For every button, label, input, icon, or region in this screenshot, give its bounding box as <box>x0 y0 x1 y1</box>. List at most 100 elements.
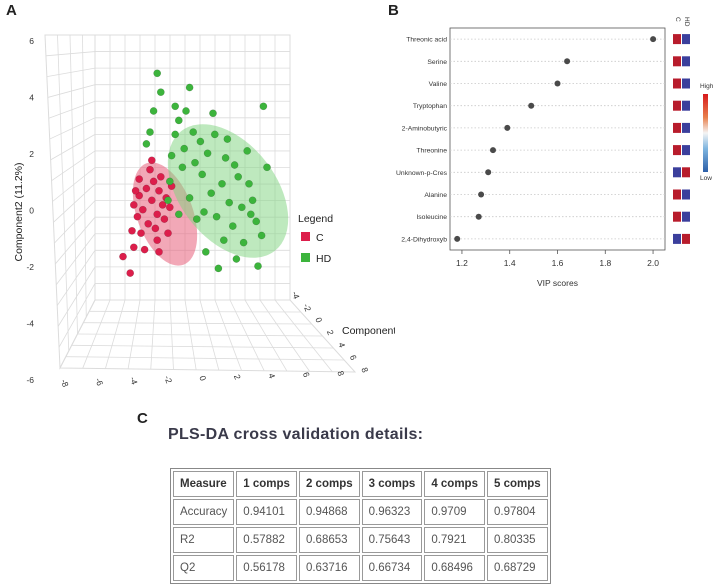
data-point-c <box>156 172 165 181</box>
heat-cell <box>682 189 690 200</box>
cv-cell: 0.80335 <box>486 527 548 553</box>
heat-cell <box>682 167 690 178</box>
data-point-c <box>129 243 138 252</box>
feature-label: Alanine <box>424 192 447 199</box>
data-point-hd <box>153 69 162 78</box>
x-tick-label: 1.2 <box>456 258 468 268</box>
x-tick-label: 2.0 <box>647 258 659 268</box>
data-point-hd <box>219 236 228 245</box>
heat-cell <box>673 34 681 45</box>
x-axis-label: VIP scores <box>537 278 578 288</box>
cv-table-title: PLS-DA cross validation details: <box>168 426 424 443</box>
feature-label: Valine <box>429 81 448 88</box>
data-point-hd <box>182 107 190 115</box>
table-row: Q2 0.56178 0.63716 0.66734 0.68496 0.687… <box>173 555 548 581</box>
data-point-c <box>140 245 149 254</box>
data-point-hd <box>185 83 194 92</box>
grid-line <box>57 34 70 352</box>
cv-cell: 0.66734 <box>361 555 423 581</box>
vip-point <box>564 58 571 65</box>
data-point-hd <box>200 208 208 216</box>
data-point-hd <box>209 109 217 118</box>
data-point-c <box>153 210 162 219</box>
data-point-hd <box>246 210 255 219</box>
data-point-c <box>160 215 169 223</box>
data-point-c <box>147 196 156 205</box>
heat-cell <box>673 189 681 200</box>
depth-tick-label: -4 <box>290 290 302 301</box>
data-point-hd <box>239 238 248 247</box>
cv-cell: 0.57882 <box>236 527 297 553</box>
data-point-hd <box>192 215 201 223</box>
data-point-hd <box>207 189 216 198</box>
x-tick-label: 1.6 <box>552 258 564 268</box>
vip-point <box>490 147 496 154</box>
feature-label: Threonine <box>416 148 447 155</box>
data-point-hd <box>180 144 189 153</box>
data-point-c <box>164 229 172 238</box>
data-point-hd <box>165 177 174 186</box>
data-point-hd <box>230 161 239 169</box>
x-tick-label: 4 <box>266 372 277 380</box>
legend-swatch <box>301 232 310 241</box>
data-point-hd <box>174 210 183 219</box>
data-point-hd <box>212 212 221 221</box>
data-point-hd <box>221 154 230 162</box>
cv-cell: 0.94868 <box>298 499 360 525</box>
data-point-c <box>151 224 160 233</box>
data-point-hd <box>171 102 180 111</box>
cv-cell: Accuracy <box>173 499 235 525</box>
depth-tick-label: 0 <box>313 316 324 324</box>
data-point-hd <box>174 116 183 125</box>
legend-swatch <box>301 253 310 262</box>
cv-cell: 0.63716 <box>298 555 360 581</box>
grid-line <box>77 333 323 337</box>
cv-header-cell: 1 comps <box>236 471 297 497</box>
data-point-hd <box>142 140 151 148</box>
data-point-hd <box>185 194 194 202</box>
cv-cell: 0.56178 <box>236 555 297 581</box>
depth-tick-label: 2 <box>325 329 336 337</box>
x-tick-label: -4 <box>128 375 140 386</box>
x-tick-label: -6 <box>93 377 105 388</box>
y-tick-label: -4 <box>26 319 34 329</box>
vip-point <box>528 102 535 109</box>
data-point-hd <box>234 172 243 181</box>
cv-cell: 0.97804 <box>486 499 548 525</box>
data-point-hd <box>237 203 246 212</box>
data-point-c <box>128 226 136 235</box>
data-point-hd <box>243 147 252 155</box>
cv-table: Measure 1 comps 2 comps 3 comps 4 comps … <box>170 468 551 584</box>
heat-cell <box>673 233 681 244</box>
data-point-c <box>147 156 156 165</box>
feature-label: 2,4-Dihydroxyb <box>401 236 447 243</box>
feature-label: Serine <box>427 59 447 66</box>
heat-cell <box>682 211 690 222</box>
cv-cell: 0.7921 <box>424 527 485 553</box>
x-tick-label: 2 <box>232 373 243 381</box>
panel-c: C PLS-DA cross validation details: Measu… <box>130 410 630 584</box>
cv-cell: 0.68496 <box>424 555 485 581</box>
data-point-hd <box>252 217 261 226</box>
heat-cell <box>673 211 681 222</box>
x-tick-label: 8 <box>335 369 346 377</box>
cv-table-header-row: Measure 1 comps 2 comps 3 comps 4 comps … <box>173 471 548 497</box>
data-point-hd <box>201 248 210 256</box>
table-row: R2 0.57882 0.68653 0.75643 0.7921 0.8033… <box>173 527 548 553</box>
vip-point <box>554 80 561 87</box>
vip-point <box>478 191 485 198</box>
panel-c-letter: C <box>137 410 148 427</box>
legend-label: C <box>316 232 324 244</box>
grid-line <box>89 310 301 313</box>
cv-cell: Q2 <box>173 555 235 581</box>
data-point-hd <box>214 264 223 273</box>
cv-cell: 0.68653 <box>298 527 360 553</box>
heat-cell <box>682 145 690 156</box>
table-row: Accuracy 0.94101 0.94868 0.96323 0.9709 … <box>173 499 548 525</box>
group-label: C <box>674 17 681 22</box>
heat-cell <box>673 145 681 156</box>
data-point-hd <box>263 163 271 172</box>
feature-label: Isoleucine <box>416 214 447 221</box>
data-point-hd <box>164 196 172 205</box>
grid-line <box>83 322 312 325</box>
